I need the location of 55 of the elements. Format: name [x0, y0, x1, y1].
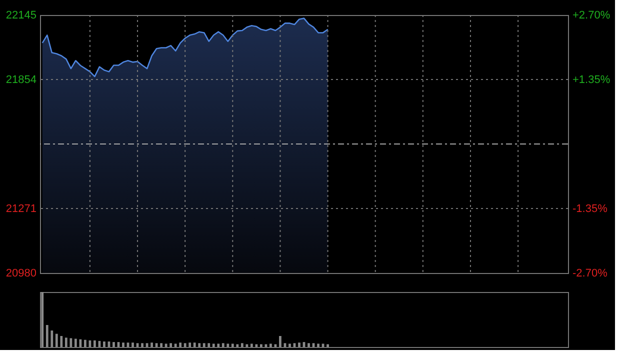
bar — [60, 336, 63, 347]
bar — [246, 344, 248, 347]
bar — [202, 343, 206, 347]
bar — [217, 344, 220, 347]
bar — [179, 342, 182, 347]
bar — [184, 343, 186, 347]
y-tick-label: 22145 — [6, 10, 36, 22]
bar — [250, 344, 253, 347]
bar — [150, 342, 153, 347]
bar — [84, 340, 86, 347]
bar — [55, 334, 58, 347]
y2-tick-label: -2.70% — [572, 268, 608, 280]
y-tick-label: 20980 — [6, 268, 36, 280]
bar — [50, 330, 54, 347]
y-tick-label: 21854 — [6, 74, 36, 86]
bar — [288, 344, 291, 347]
bar — [103, 342, 106, 347]
bar — [174, 344, 177, 347]
bar — [41, 292, 44, 347]
bar — [260, 344, 262, 347]
bar — [46, 325, 48, 347]
bar — [164, 344, 168, 347]
bar — [132, 342, 134, 347]
bar — [141, 343, 144, 347]
bar — [236, 344, 239, 347]
bar — [255, 344, 258, 347]
bar — [226, 344, 230, 347]
bar — [193, 342, 196, 347]
bar — [160, 343, 162, 347]
bar — [208, 343, 210, 347]
bar — [79, 339, 82, 347]
bar — [240, 343, 244, 347]
bar — [198, 343, 201, 347]
bar — [212, 344, 215, 347]
bar — [298, 342, 300, 347]
bar — [122, 342, 124, 347]
bar — [317, 344, 320, 347]
bar — [112, 342, 115, 347]
y2-tick-label: -1.35% — [572, 203, 608, 215]
bar — [64, 338, 68, 347]
bar — [231, 344, 234, 347]
bar — [326, 344, 329, 347]
bar — [308, 343, 310, 347]
bar — [188, 342, 192, 347]
bar — [270, 344, 272, 347]
y-tick-label: 21271 — [6, 203, 36, 216]
bar — [74, 338, 77, 347]
y2-tick-label: +2.70% — [572, 10, 610, 22]
bar — [279, 336, 282, 347]
bar — [322, 344, 324, 347]
bar — [94, 340, 96, 347]
bar — [170, 343, 172, 347]
y2-tick-label: +1.35% — [572, 74, 610, 86]
bar — [222, 343, 224, 347]
bar — [70, 338, 72, 347]
